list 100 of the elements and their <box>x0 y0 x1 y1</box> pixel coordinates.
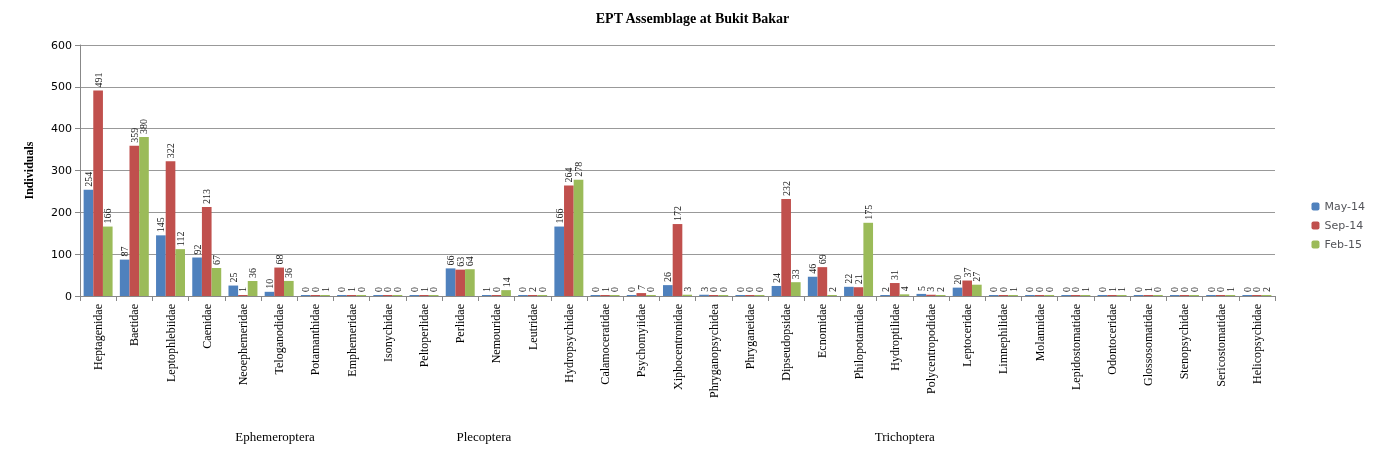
data-label: 26 <box>662 272 674 283</box>
bar <box>962 280 973 296</box>
data-label: 1 <box>481 287 493 292</box>
bar <box>129 145 140 296</box>
x-tick-label: Xiphocentronidae <box>670 304 685 390</box>
data-label: 1 <box>1079 287 1091 292</box>
x-tick-label: Phryganeidae <box>742 304 757 370</box>
y-tick-label: 300 <box>51 164 72 177</box>
data-label: 0 <box>988 287 1000 292</box>
data-label: 0 <box>536 287 548 292</box>
x-tick-label: Dipseudopsidae <box>779 304 794 381</box>
bar <box>501 290 511 296</box>
bar <box>83 189 94 296</box>
data-label: 5 <box>915 285 927 291</box>
bar <box>165 161 176 296</box>
bar <box>201 206 212 296</box>
data-label: 0 <box>734 287 746 292</box>
y-tick-label: 600 <box>51 38 72 52</box>
y-tick-label: 0 <box>65 289 72 303</box>
data-label: 69 <box>816 254 828 265</box>
data-label: 31 <box>889 270 901 281</box>
bar <box>119 259 130 296</box>
data-label: 1 <box>1007 287 1019 292</box>
data-label: 0 <box>1241 287 1253 292</box>
data-label: 3 <box>681 286 693 292</box>
data-label: 0 <box>1043 287 1055 292</box>
x-tick-label: Leptoceridae <box>960 304 975 367</box>
data-label: 172 <box>672 206 683 222</box>
bar <box>853 287 864 296</box>
data-label: 0 <box>391 287 403 292</box>
x-tick-label: Limnephilidae <box>996 304 1011 374</box>
data-label: 0 <box>1096 287 1108 292</box>
data-label: 1 <box>1116 287 1128 292</box>
data-label: 27 <box>971 271 983 282</box>
data-label: 0 <box>1024 287 1036 292</box>
x-tick-label: Heptagenidae <box>91 304 106 370</box>
text: Ephemeroptera <box>235 429 315 444</box>
data-label: 0 <box>428 287 440 292</box>
data-label: 3 <box>698 286 710 292</box>
data-label: 278 <box>573 161 585 177</box>
x-tick-label: Peltoperlidae <box>417 304 432 368</box>
x-tick-label: Hydropsychidae <box>561 304 576 383</box>
legend-label: May-14 <box>1324 200 1365 213</box>
data-label: 0 <box>1060 287 1072 292</box>
data-label: 0 <box>1152 287 1164 292</box>
data-label: 64 <box>464 256 476 267</box>
data-label: 264 <box>563 167 575 183</box>
y-axis-title: Individuals <box>22 141 36 200</box>
legend-label: Sep-14 <box>1324 219 1364 232</box>
data-label: 0 <box>708 287 720 292</box>
data-label: 7 <box>635 285 647 291</box>
data-label: 166 <box>102 208 114 224</box>
data-label: 2 <box>527 287 539 292</box>
bar <box>455 269 466 296</box>
bar <box>636 293 647 296</box>
bar <box>175 249 186 296</box>
x-tick-label: Glossosomatidae <box>1141 304 1156 386</box>
data-label: 24 <box>770 272 782 283</box>
bar <box>465 269 475 296</box>
x-tick-label: Hydroptilidae <box>887 304 902 371</box>
data-label: 0 <box>1034 287 1046 292</box>
bar <box>139 137 149 296</box>
x-tick-label: Leutridae <box>525 304 540 350</box>
x-tick-label: Lepidostomatidae <box>1068 304 1083 390</box>
chart-title: EPT Assemblage at Bukit Bakar <box>595 10 790 26</box>
data-label: 0 <box>1251 287 1263 292</box>
data-label: 22 <box>843 273 855 284</box>
data-label: 491 <box>92 72 104 88</box>
data-label: 87 <box>119 246 131 257</box>
data-label: 2 <box>935 287 947 292</box>
x-tick-label: Leptophlebiidae <box>163 304 178 382</box>
y-tick-label: 100 <box>51 247 72 261</box>
data-label: 0 <box>626 287 638 292</box>
data-label: 359 <box>128 127 140 143</box>
data-label: 166 <box>553 208 565 224</box>
data-label: 1 <box>237 287 249 292</box>
data-label: 213 <box>201 188 213 204</box>
data-label: 1 <box>1106 287 1118 292</box>
data-label: 66 <box>445 255 457 266</box>
data-label: 0 <box>1133 287 1145 292</box>
data-label: 0 <box>717 287 729 292</box>
x-tick-label: Perlidae <box>453 304 468 344</box>
data-label: 0 <box>754 287 766 292</box>
bar <box>790 282 801 296</box>
bar <box>781 198 791 296</box>
bar <box>817 267 828 296</box>
bar <box>771 285 782 296</box>
bar <box>192 257 202 296</box>
data-label: 0 <box>645 287 657 292</box>
data-label: 0 <box>589 287 601 292</box>
data-label: 0 <box>372 287 384 292</box>
data-label: 0 <box>490 287 502 292</box>
x-tick-label: Odontoceridae <box>1105 304 1120 375</box>
data-label: 10 <box>264 278 276 289</box>
bar <box>283 280 294 296</box>
data-label: 0 <box>1188 287 1200 292</box>
y-tick-label: 400 <box>51 122 72 136</box>
bar <box>889 283 900 296</box>
data-label: 0 <box>1169 287 1181 292</box>
data-label: 0 <box>517 287 529 292</box>
